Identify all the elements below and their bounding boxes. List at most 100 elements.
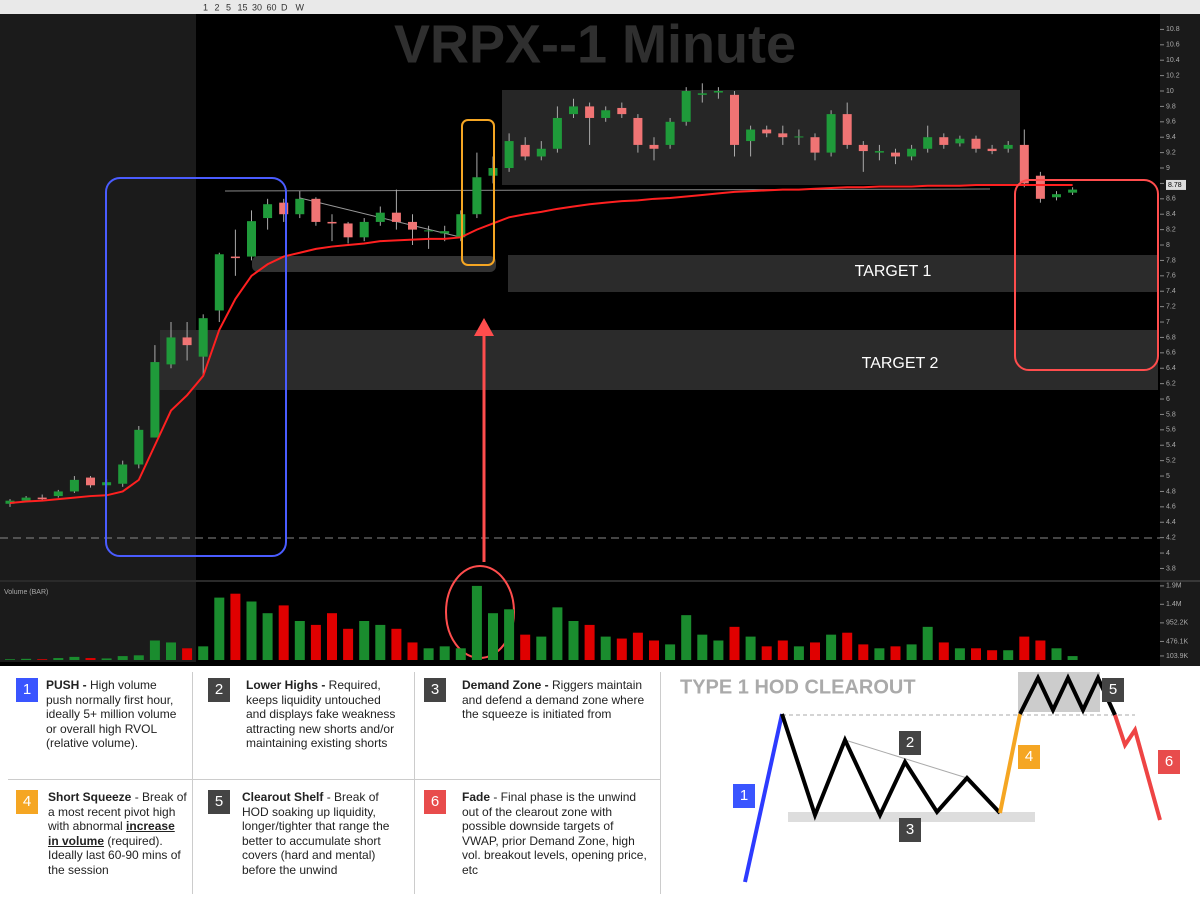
- volume-bar: [375, 624, 386, 660]
- candle-body: [456, 214, 466, 238]
- candle-body: [907, 148, 917, 157]
- candle-body: [730, 94, 739, 145]
- toolbar-button: 30: [252, 2, 262, 12]
- item-desc: High volume push normally first hour, id…: [46, 678, 177, 751]
- candle-body: [552, 117, 562, 149]
- candle-body: [923, 137, 933, 149]
- volume-bar: [874, 648, 885, 660]
- demand-zone: [252, 256, 496, 272]
- volume-bar: [697, 634, 708, 660]
- candle-body: [375, 212, 385, 222]
- volume-bar: [198, 646, 209, 660]
- volume-bar: [1051, 648, 1062, 660]
- candle-body: [134, 429, 144, 465]
- clearout-zone: [502, 90, 1020, 185]
- volume-bar: [133, 655, 144, 660]
- volume-bar: [681, 615, 692, 660]
- volume-bar: [246, 601, 257, 660]
- volume-bar: [1067, 656, 1078, 660]
- premarket-shade: [0, 582, 196, 662]
- diagram-badge: 6: [1158, 750, 1180, 774]
- y-tick-label: 7.4: [1166, 288, 1176, 295]
- volume-bar: [214, 597, 225, 660]
- lower-highs-line: [844, 739, 968, 779]
- y-tick-label: 952.2K: [1166, 620, 1189, 627]
- y-tick-label: 6.2: [1166, 380, 1176, 387]
- volume-bar: [552, 607, 563, 660]
- volume-bar: [423, 648, 434, 660]
- badge: 4: [16, 790, 38, 814]
- candle-body: [198, 318, 208, 357]
- push-leg: [743, 713, 784, 883]
- y-tick-label: 6: [1166, 396, 1170, 403]
- item-desc: Riggers maintain and defend a demand zon…: [462, 678, 645, 722]
- candle-body: [69, 479, 79, 492]
- last-price-label: 8.78: [1168, 182, 1182, 189]
- y-tick-label: 7.6: [1166, 273, 1176, 280]
- item-title: PUSH -: [46, 678, 91, 692]
- toolbar-button: 2: [215, 2, 220, 12]
- volume-bar: [5, 659, 15, 660]
- volume-bar: [85, 658, 96, 660]
- volume-bar: [1035, 640, 1046, 660]
- volume-bar: [793, 646, 804, 660]
- volume-bar: [745, 636, 756, 660]
- y-tick-label: 4.8: [1166, 488, 1176, 495]
- candle-body: [874, 151, 884, 153]
- item-title: Lower Highs -: [246, 678, 329, 692]
- candle-body: [86, 477, 95, 486]
- y-tick-label: 10.2: [1166, 72, 1180, 79]
- y-tick-label: 8.2: [1166, 226, 1176, 233]
- candle-body: [21, 497, 31, 501]
- candle-body: [408, 221, 417, 230]
- volume-bar: [101, 658, 112, 660]
- target-zone: [508, 255, 1158, 292]
- toolbar-button: 5: [226, 2, 231, 12]
- candle-body: [810, 137, 820, 153]
- y-tick-label: 8.6: [1166, 196, 1176, 203]
- y-tick-label: 5.6: [1166, 427, 1176, 434]
- y-tick-label: 4.2: [1166, 534, 1176, 541]
- push-box: [105, 177, 287, 557]
- item-desc: (required). Ideally last 60-90 mins of t…: [48, 833, 181, 877]
- diagram-badge: 1: [733, 784, 755, 808]
- candle-body: [826, 114, 836, 153]
- arrow-head: [474, 318, 494, 336]
- y-tick-label: 9: [1166, 165, 1170, 172]
- candle-body: [617, 107, 627, 115]
- volume-bar: [262, 613, 273, 660]
- chart-title: VRPX--1 Minute: [394, 14, 796, 74]
- candle-body: [601, 110, 611, 118]
- range-leg: [780, 713, 1002, 821]
- volume-bar: [1019, 636, 1030, 660]
- volume-bar: [568, 621, 579, 660]
- volume-bar: [439, 646, 450, 660]
- volume-bar: [37, 659, 48, 660]
- item-desc: - Break of a most recent pivot high with…: [48, 790, 187, 834]
- target-zone: [160, 330, 1158, 390]
- volume-bar: [810, 642, 820, 660]
- candle-body: [118, 464, 128, 484]
- volume-bar: [117, 656, 128, 660]
- divider: [414, 672, 415, 894]
- candle-body: [150, 362, 160, 438]
- squeeze-box: [461, 119, 495, 266]
- hod-line: [224, 188, 991, 192]
- item-title: Demand Zone -: [462, 678, 553, 692]
- volume-bar: [971, 648, 981, 660]
- price-axis-bg: [1160, 14, 1200, 666]
- vwap-line: [9, 183, 1073, 504]
- volume-bar: [455, 648, 466, 660]
- badge: 1: [16, 678, 38, 702]
- toolbar: [0, 0, 1200, 14]
- annotation: TARGET 2: [862, 355, 939, 372]
- candle-body: [536, 148, 546, 157]
- volume-bar: [938, 642, 949, 660]
- candle-body: [440, 231, 450, 234]
- volume-bar: [488, 613, 498, 660]
- candle-body: [37, 497, 47, 500]
- volume-bar: [826, 634, 837, 660]
- candle-body: [327, 221, 337, 224]
- volume-bar: [761, 646, 772, 660]
- volume-bar: [327, 613, 337, 660]
